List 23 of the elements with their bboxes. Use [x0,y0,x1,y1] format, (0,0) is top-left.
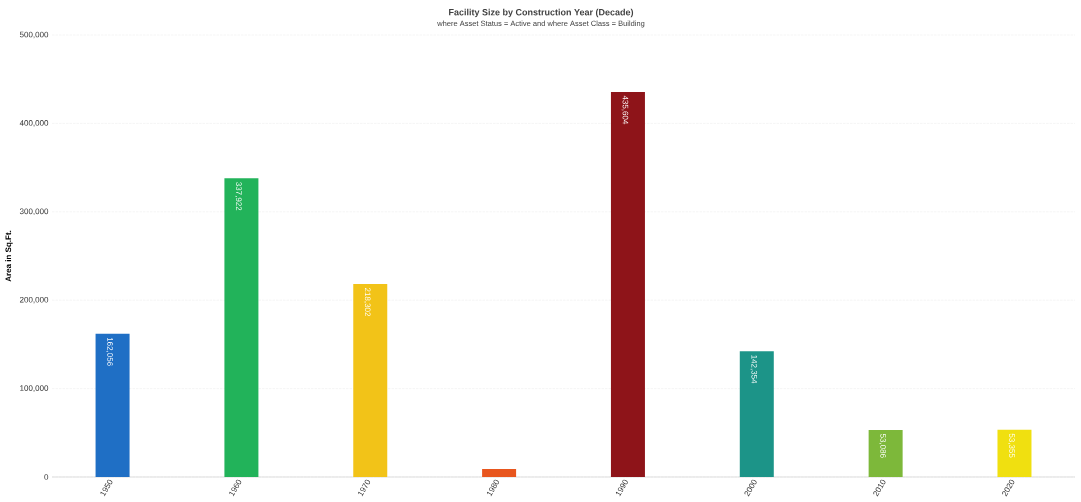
y-tick-label: 400,000 [19,120,49,127]
bar [353,284,388,477]
bar [95,333,130,477]
data-label: 435,604 [621,95,629,125]
bar [610,91,645,477]
bar [482,469,517,477]
y-axis-title: Area in Sq.Ft. [5,230,13,282]
data-label: 162,056 [106,337,113,366]
y-tick-label: 300,000 [19,208,49,216]
data-label: 53,355 [1008,433,1015,458]
y-tick-label: 100,000 [20,385,49,392]
bar [739,351,774,477]
data-label: 53,086 [879,433,886,458]
chart-title: Facility Size by Construction Year (Decade) [449,8,634,18]
data-label: 337,922 [235,182,242,211]
y-tick-label: 0 [44,474,49,480]
data-label: 142,354 [750,355,758,384]
bar [224,178,259,477]
bar [868,430,903,477]
data-label: 218,302 [363,287,371,317]
y-tick-label: 200,000 [19,296,49,304]
bar [997,429,1032,477]
y-tick-label: 500,000 [19,31,49,39]
